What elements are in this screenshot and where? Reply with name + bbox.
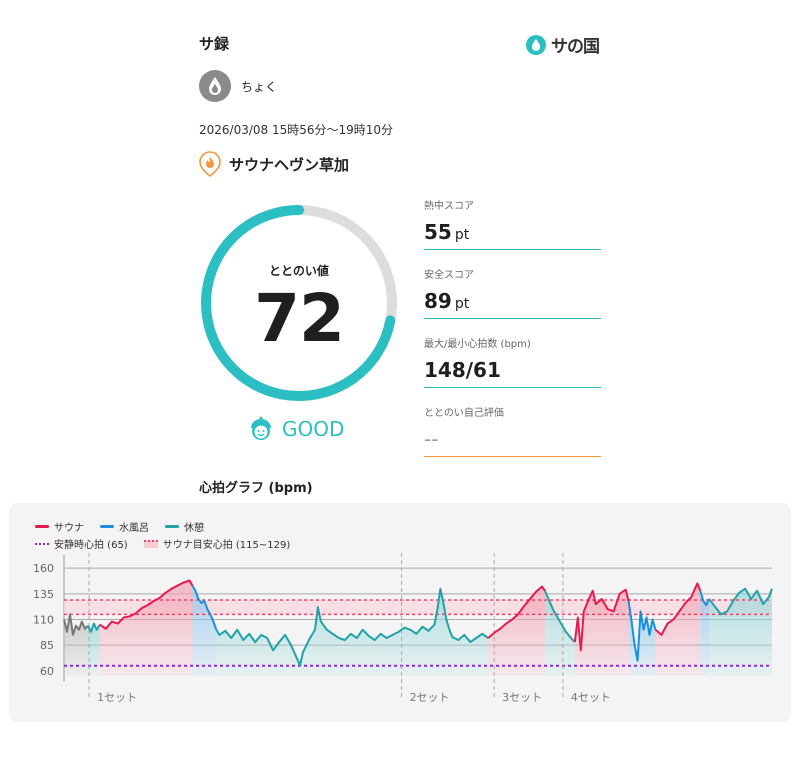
set-label: 2セット (410, 691, 450, 704)
legend-rest: 休憩 (165, 519, 204, 534)
stat-heart-rate: 最大/最小心拍数 (bpm) 148/61 (424, 335, 601, 388)
legend-swatch (100, 525, 114, 528)
divider (424, 318, 601, 319)
area-rest (544, 590, 575, 676)
legend-label: サウナ (54, 523, 84, 534)
legend-label: 安静時心拍 (65) (54, 540, 128, 551)
legend-label: サウナ目安心拍 (115~129) (162, 540, 291, 551)
ring-progress (201, 205, 397, 401)
y-tick-label: 160 (33, 562, 54, 575)
legend-resting-hr: 安静時心拍 (65) (35, 536, 128, 551)
area-cold (700, 590, 710, 676)
legend-label: 休憩 (184, 523, 204, 534)
series-line-sauna (573, 588, 630, 652)
stat-value: 148/61 (424, 358, 501, 382)
series-line-rest (708, 587, 773, 616)
y-tick-label: 135 (33, 588, 54, 601)
water-drop-icon (526, 34, 546, 55)
stat-label: 熱中スコア (424, 201, 474, 212)
area-cold (628, 601, 656, 676)
series-line-cold (627, 600, 657, 662)
area-rest (216, 588, 489, 676)
safety-value: 89 (424, 289, 452, 313)
set-label: 1セット (97, 691, 137, 704)
stat-value: -- (424, 427, 439, 451)
series-line-cold (191, 585, 218, 631)
legend-row-2: 安静時心拍 (65) サウナ目安心拍 (115~129) (35, 536, 290, 551)
legend-sauna: サウナ (35, 519, 84, 534)
legend-cold-bath: 水風呂 (100, 519, 149, 534)
rating: GOOD (248, 415, 344, 443)
graph-title: 心拍グラフ (bpm) (199, 481, 313, 496)
series-line-sauna (487, 585, 546, 639)
rating-text: GOOD (282, 417, 345, 441)
series-line-rest (544, 590, 576, 643)
legend-label: 水風呂 (119, 523, 149, 534)
divider (424, 249, 601, 250)
series-line-rest (86, 622, 101, 633)
brand-name: サの国 (551, 37, 600, 57)
area-sauna (488, 586, 545, 676)
legend-target-band: サウナ目安心拍 (115~129) (143, 536, 291, 551)
stat-label: 安全スコア (424, 270, 474, 281)
brand-logo[interactable]: サの国 (526, 32, 600, 57)
area-sauna (574, 589, 629, 676)
set-label: 4セット (571, 691, 611, 704)
area-cold (192, 585, 217, 676)
score-label: ととのい値 (269, 264, 329, 278)
water-drop-icon (209, 77, 221, 95)
area-other (64, 614, 88, 676)
set-label: 3セット (502, 691, 542, 704)
score-ring-chart (201, 205, 397, 401)
user-profile[interactable]: ちょく (199, 70, 277, 102)
legend-swatch (143, 539, 158, 548)
unit: pt (454, 296, 470, 312)
series-line-sauna (99, 579, 194, 630)
y-tick-label: 85 (40, 639, 54, 652)
heart-rate-chart: 60 85 110 135 160 1セット 2セット 3セット 4セット (33, 553, 773, 704)
location-pin-icon (199, 151, 221, 177)
facility-name: サウナヘヴン草加 (229, 155, 350, 174)
score-value: 72 (254, 280, 345, 357)
y-tick-label: 60 (40, 665, 54, 678)
series-line-other (63, 613, 89, 636)
legend-row-1: サウナ 水風呂 休憩 (35, 519, 204, 534)
area-rest (709, 588, 772, 676)
unit: pt (454, 227, 470, 243)
stat-safety-score: 安全スコア 89 pt (424, 266, 601, 319)
avatar[interactable] (199, 70, 231, 102)
page-title: サ録 (199, 35, 230, 53)
legend-swatch (35, 542, 49, 545)
series-line-rest (215, 587, 489, 667)
divider (424, 456, 601, 457)
heart-rate-graph-panel: サウナ 水風呂 休憩 安静時心拍 (65) サウナ目安心拍 (115~129) … (9, 503, 791, 722)
stat-label: 最大/最小心拍数 (bpm) (424, 339, 531, 350)
totonoi-score-ring: ととのい値 72 (198, 202, 400, 404)
heat-value: 55 (424, 220, 452, 244)
area-rest (87, 623, 100, 676)
divider (424, 387, 601, 388)
stat-heat-score: 熱中スコア 55 pt (424, 197, 601, 250)
user-name: ちょく (241, 79, 278, 94)
happy-face-icon (251, 416, 271, 440)
facility[interactable]: サウナヘヴン草加 (199, 151, 349, 177)
area-sauna (99, 580, 193, 676)
series-line-cold (699, 590, 711, 607)
legend-swatch (165, 525, 179, 528)
legend-swatch (35, 525, 49, 528)
stat-value: 55 pt (424, 220, 601, 246)
stat-value: 89 pt (424, 289, 601, 315)
stat-self-evaluation[interactable]: ととのい自己評価 -- (424, 404, 601, 457)
series-line-sauna (654, 582, 702, 636)
session-datetime: 2026/03/08 15時56分〜19時10分 (199, 123, 394, 137)
y-tick-label: 110 (33, 614, 54, 627)
area-sauna (655, 583, 701, 676)
stat-label: ととのい自己評価 (424, 408, 504, 419)
